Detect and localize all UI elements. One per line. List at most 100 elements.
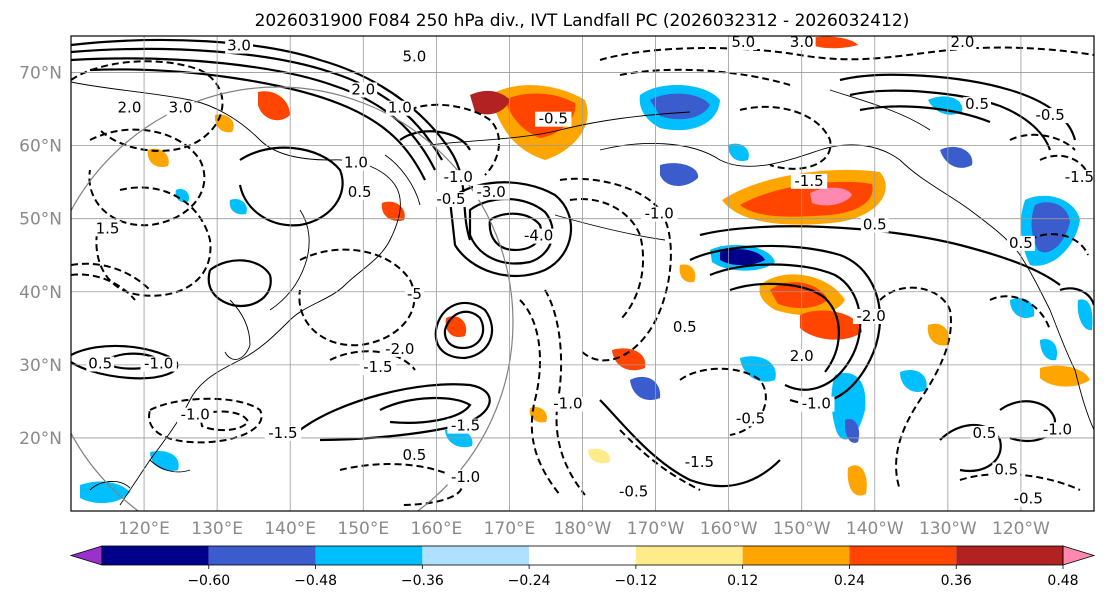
shade-negative xyxy=(660,163,699,186)
contour-label-bg xyxy=(970,425,999,441)
contour-negative xyxy=(298,248,416,347)
longitude-labels: 120°E 130°E 140°E 150°E 160°E 170°E 180°W 170°W… xyxy=(118,519,1050,539)
coastline-na-west xyxy=(1074,369,1094,431)
lat-tick-label: 40°N xyxy=(19,283,62,303)
shade-negative xyxy=(720,249,765,266)
contour-label: -1.0 xyxy=(144,355,173,373)
lon-tick-label: 120°W xyxy=(992,519,1050,539)
contour-negative xyxy=(569,198,644,321)
contour-label: 3.0 xyxy=(227,37,251,55)
contour-positive xyxy=(399,130,471,151)
contour-label: -1.0 xyxy=(181,406,210,424)
colorbar-swatch xyxy=(742,546,850,565)
contour-label-bg xyxy=(790,173,828,189)
shade-negative xyxy=(1040,339,1058,361)
contour-label-bg xyxy=(852,309,890,324)
contour-negative xyxy=(71,60,224,152)
contour-label-bg xyxy=(264,425,302,441)
colorbar-tick-label: 0.36 xyxy=(941,573,972,589)
contour-label: 0.5 xyxy=(965,95,989,113)
contour-label-bg xyxy=(349,82,378,98)
shade-negative xyxy=(1010,297,1035,319)
contour-positive xyxy=(299,383,491,442)
contour-label-bg xyxy=(404,287,425,303)
contour-label-bg xyxy=(963,97,991,113)
chart-title: 2026031900 F084 250 hPa div., IVT Landfa… xyxy=(255,11,910,31)
lat-tick-label: 20°N xyxy=(19,429,62,449)
contour-negative xyxy=(879,286,952,491)
contour-label-bg xyxy=(115,100,144,116)
contour-label-bg xyxy=(798,396,835,412)
contour-label: -0.5 xyxy=(1036,106,1065,124)
contour-label: -1.5 xyxy=(268,424,297,442)
contour-positive xyxy=(729,282,840,373)
lon-tick-label: 140°E xyxy=(264,519,316,539)
lon-tick-label: 170°E xyxy=(484,519,536,539)
map-panel: 3.0 5.0 2.0 1.0 2.0 3.0 5.0 3.0 2.0 -3.0 -0.5 -1.0 0… xyxy=(70,33,1095,512)
contour-negative xyxy=(409,103,501,176)
contour-label-bg xyxy=(1007,235,1035,251)
shade-negative xyxy=(650,93,710,120)
shade-positive xyxy=(927,323,949,346)
contour-label-bg xyxy=(381,341,419,357)
contour-positive xyxy=(999,400,1057,442)
coastline-philippines xyxy=(89,481,131,491)
contour-label-bg xyxy=(1061,170,1094,186)
contour-label: -1.5 xyxy=(451,417,480,435)
colorbar-swatch xyxy=(529,546,636,565)
contour-label-bg xyxy=(729,36,758,50)
contour-positive xyxy=(89,68,426,181)
shade-negative xyxy=(630,376,661,400)
contour-positive xyxy=(71,47,443,161)
lon-tick-label: 130°W xyxy=(919,519,977,539)
lat-tick-label: 70°N xyxy=(19,64,62,84)
coastline-na-west xyxy=(899,159,1076,371)
contour-label: -1.5 xyxy=(685,453,714,471)
contour-labels: 3.0 5.0 2.0 1.0 2.0 3.0 5.0 3.0 2.0 -3.0 -0.5 -1.0 0… xyxy=(86,33,1094,508)
colorbar-tick-label: −0.24 xyxy=(508,573,551,589)
colorbar-swatch xyxy=(102,546,209,565)
shade-negative xyxy=(844,418,860,443)
shade-negative xyxy=(928,96,963,115)
contour-label: 3.0 xyxy=(790,33,814,51)
gridlines xyxy=(71,36,1094,511)
contour-label-bg xyxy=(520,228,557,244)
lat-tick-label: 50°N xyxy=(19,210,62,230)
contour-label: -1.0 xyxy=(1043,420,1072,438)
shade-negative xyxy=(1031,202,1070,253)
colorbar-swatch xyxy=(208,546,316,565)
contour-label-bg xyxy=(787,349,816,365)
shade-positive xyxy=(470,90,510,115)
colorbar-swatch xyxy=(956,546,1063,565)
contour-label: 5.0 xyxy=(731,33,755,51)
contour-label: -5 xyxy=(407,285,422,303)
contour-label: -2.0 xyxy=(385,340,414,358)
contour-label-bg xyxy=(535,111,572,127)
contour-negative xyxy=(198,410,250,432)
colorbar-tick-label: 0.24 xyxy=(834,573,865,589)
contour-positive xyxy=(709,263,862,391)
contour-label: -1.5 xyxy=(363,358,392,376)
contour-label: 1.0 xyxy=(344,154,368,172)
contour-label: 0.5 xyxy=(1009,234,1033,252)
lon-tick-label: 160°W xyxy=(700,519,758,539)
contour-label: -1.0 xyxy=(645,205,674,223)
coastline-taiwan xyxy=(149,459,191,473)
latitude-labels: 70°N 60°N 50°N 40°N 30°N 20°N xyxy=(19,64,62,449)
shade-positive xyxy=(800,310,862,340)
contour-positive xyxy=(599,399,781,488)
lon-tick-label: 170°W xyxy=(627,519,685,539)
contour-label-bg xyxy=(1010,491,1047,507)
contour-label: 0.5 xyxy=(403,446,427,464)
contour-label-bg xyxy=(787,36,816,50)
contour-label-bg xyxy=(166,100,195,116)
ivt-shading xyxy=(80,36,1093,504)
contour-positive xyxy=(434,301,494,360)
shade-positive xyxy=(810,187,852,206)
contour-label-bg xyxy=(615,484,652,500)
contour-label-bg xyxy=(359,360,397,376)
shade-negative xyxy=(175,188,190,203)
contour-label-bg xyxy=(732,411,769,427)
contour-positive xyxy=(448,181,573,278)
